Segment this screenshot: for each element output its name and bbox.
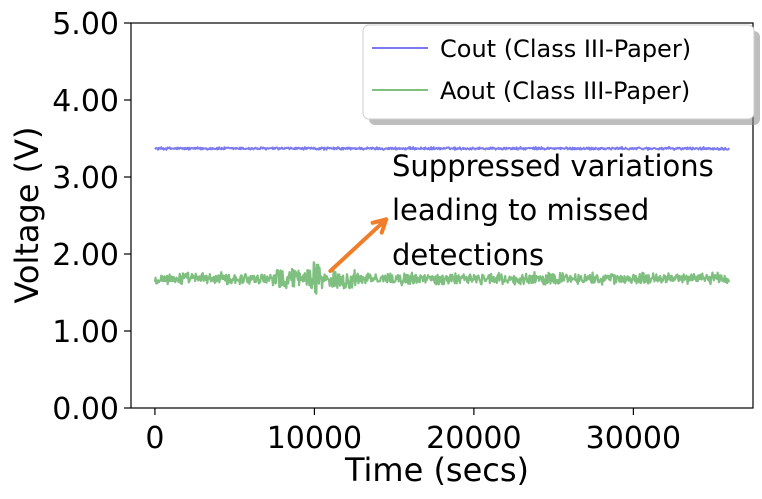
series-layer xyxy=(153,146,731,295)
legend-box xyxy=(362,24,755,120)
y-tick-label: 0.00 xyxy=(52,392,119,427)
x-tick-label: 20000 xyxy=(426,421,521,456)
axes-layer xyxy=(130,22,754,409)
series-line-cout xyxy=(154,146,730,151)
annotation-line-3: detections xyxy=(392,238,544,272)
y-tick-label: 2.00 xyxy=(52,238,119,273)
y-tick-label: 4.00 xyxy=(52,84,119,119)
legend: Cout (Class III-Paper) Aout (Class III-P… xyxy=(362,24,760,125)
ticks-layer: 0 10000 20000 30000 0.00 1.00 2.00 3.00 4.00 5.00 xyxy=(52,7,681,456)
plot-frame xyxy=(130,22,754,409)
y-tick-label: 1.00 xyxy=(52,315,119,350)
annotation-line-2: leading to missed xyxy=(392,193,649,227)
annotation-arrow-head xyxy=(370,217,389,235)
legend-label-aout: Aout (Class III-Paper) xyxy=(440,77,690,105)
y-axis-title: Voltage (V) xyxy=(8,126,46,303)
x-tick-label: 10000 xyxy=(267,421,362,456)
x-axis-title: Time (secs) xyxy=(344,451,529,489)
annotation-arrow xyxy=(328,217,389,273)
series-line-aout xyxy=(153,261,731,295)
y-tick-label: 5.00 xyxy=(52,7,119,42)
legend-label-cout: Cout (Class III-Paper) xyxy=(440,35,691,63)
x-tick-label: 30000 xyxy=(586,421,681,456)
x-tick-label: 0 xyxy=(145,421,164,456)
annotation: Suppressed variations leading to missed … xyxy=(328,149,714,273)
annotation-line-1: Suppressed variations xyxy=(392,149,714,183)
y-tick-label: 3.00 xyxy=(52,161,119,196)
